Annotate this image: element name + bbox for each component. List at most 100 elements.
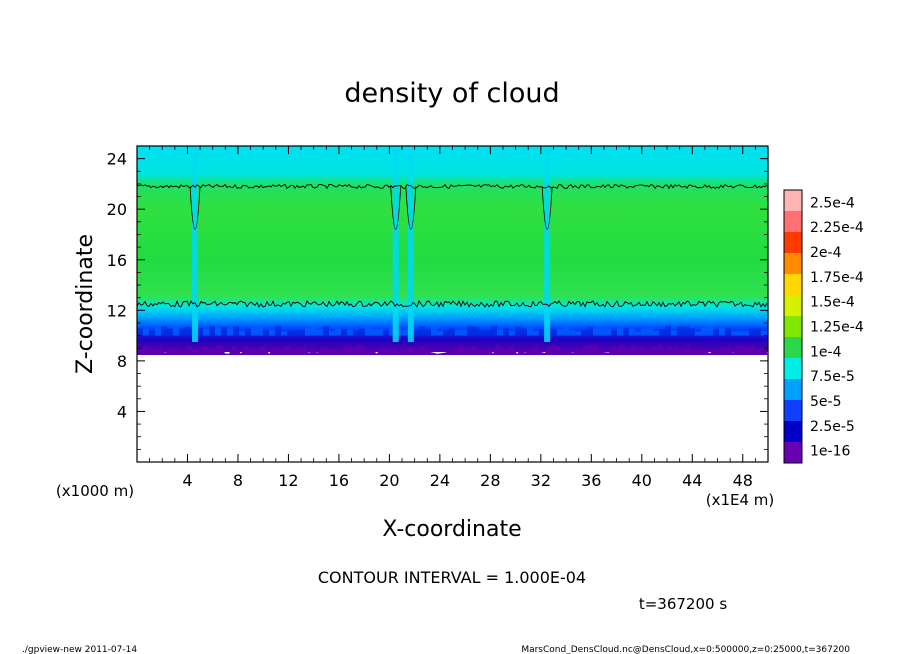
x-tick-label: 24: [430, 471, 450, 490]
colorbar-swatch: [784, 421, 802, 443]
y-axis: 4 8 12 16 20 24: [107, 150, 768, 450]
blue-speckle: [179, 328, 185, 336]
blue-speckle: [509, 330, 515, 336]
x-tick-label: 16: [329, 471, 349, 490]
blue-speckle: [185, 326, 191, 336]
blue-speckle: [635, 331, 641, 336]
x-tick-label: 20: [379, 471, 399, 490]
blue-speckle: [455, 329, 461, 336]
contour-upper: [137, 183, 768, 190]
x-tick-label: 32: [531, 471, 551, 490]
blue-speckle: [239, 331, 245, 336]
colorbar-frame: [783, 189, 803, 464]
blue-speckle: [383, 330, 389, 336]
x-tick-label: 28: [480, 471, 500, 490]
blue-speckle: [647, 327, 653, 336]
time-label: t=367200 s: [639, 595, 727, 613]
colorbar-swatch: [784, 211, 802, 233]
blue-speckle: [761, 331, 767, 336]
colorbar-swatch: [784, 316, 802, 338]
blue-speckle: [323, 326, 329, 336]
blue-speckle: [347, 329, 353, 336]
colorbar-label: 1e-16: [810, 444, 850, 460]
blue-speckle: [629, 328, 635, 336]
blue-speckle: [437, 331, 443, 336]
plot-area: [137, 146, 768, 356]
blue-speckle: [695, 331, 701, 336]
blue-speckle: [389, 326, 395, 336]
blue-speckle: [317, 329, 323, 336]
blue-speckle: [245, 328, 251, 336]
blue-speckle: [305, 328, 311, 336]
x-axis: 4 8 12 16 20 24 28 32 36 40 44 48: [149, 146, 756, 490]
colorbar-swatch: [784, 232, 802, 254]
blue-speckle: [401, 329, 407, 336]
colorbar-label: 5e-5: [810, 394, 841, 410]
blue-speckle: [287, 330, 293, 336]
y-tick-label: 12: [107, 301, 127, 320]
blue-speckle: [557, 328, 563, 336]
blue-speckle: [623, 328, 629, 336]
blue-speckle: [755, 328, 761, 336]
blue-speckle: [281, 331, 287, 336]
colorbar: 2.5e-4 2.25e-4 2e-4 1.75e-4 1.5e-4 1.25e-4 1e-…: [783, 189, 864, 464]
chart-title: density of cloud: [344, 78, 559, 109]
gap-column: [407, 146, 414, 343]
colorbar-label: 1.5e-4: [810, 295, 855, 311]
blue-speckle: [533, 331, 539, 336]
blue-speckle: [293, 330, 299, 336]
y-tick-label: 20: [107, 200, 127, 219]
blue-speckle: [257, 327, 263, 336]
blue-speckle: [569, 330, 575, 336]
blue-speckle: [251, 327, 257, 336]
blue-speckle: [539, 329, 545, 336]
blue-speckle: [425, 329, 431, 336]
contour-dip: [405, 186, 417, 230]
blue-speckle: [155, 327, 161, 336]
blue-speckle: [173, 326, 179, 336]
colorbar-swatch: [784, 295, 802, 317]
footer-left: ./gpview-new 2011-07-14: [22, 645, 137, 654]
blue-speckle: [617, 328, 623, 336]
blue-speckle: [263, 330, 269, 336]
y-tick-label: 8: [117, 352, 127, 371]
blue-speckle: [491, 325, 497, 336]
blue-speckle: [581, 329, 587, 336]
blue-speckle: [683, 326, 689, 336]
blue-speckle: [677, 326, 683, 336]
blue-speckle: [689, 328, 695, 336]
blue-speckle: [275, 325, 281, 336]
blue-speckle: [671, 330, 677, 336]
blue-speckle: [503, 328, 509, 336]
colorbar-swatch: [784, 253, 802, 275]
colorbar-swatch: [784, 337, 802, 359]
blue-speckle: [209, 325, 215, 336]
contour-dip: [541, 186, 553, 230]
blue-speckle: [269, 329, 275, 336]
colorbar-label: 2.5e-5: [810, 419, 855, 435]
blue-speckle: [707, 327, 713, 336]
blue-speckle: [419, 326, 425, 336]
blue-speckle: [149, 330, 155, 336]
blue-speckle: [713, 329, 719, 336]
blue-speckle: [593, 328, 599, 336]
blue-speckle: [329, 331, 335, 336]
x-tick-label: 40: [632, 471, 652, 490]
y-axis-title: Z-coordinate: [73, 234, 98, 374]
blue-speckle: [641, 328, 647, 336]
colorbar-label: 1.25e-4: [810, 320, 864, 336]
x-tick-label: 36: [581, 471, 601, 490]
blue-speckle: [143, 328, 149, 336]
blue-speckle: [137, 328, 143, 336]
gap-column: [192, 146, 199, 343]
blue-speckle: [443, 330, 449, 336]
blue-speckle: [335, 328, 341, 336]
blue-speckle: [749, 328, 755, 336]
blue-speckle: [203, 328, 209, 336]
blue-speckle: [521, 328, 527, 336]
gap-column: [544, 146, 551, 343]
blue-speckle: [467, 326, 473, 336]
blue-speckle: [233, 326, 239, 336]
blue-speckle: [167, 328, 173, 336]
